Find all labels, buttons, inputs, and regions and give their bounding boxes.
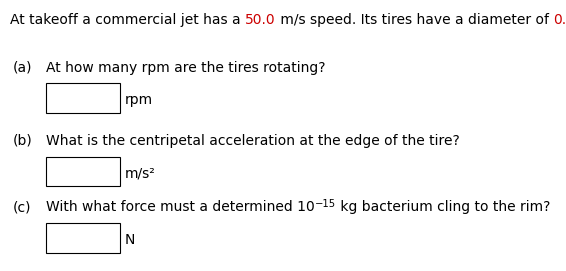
Text: kg bacterium cling to the rim?: kg bacterium cling to the rim? xyxy=(336,200,551,214)
Text: rpm: rpm xyxy=(125,93,153,107)
Text: With what force must a determined 10: With what force must a determined 10 xyxy=(46,200,315,214)
Text: (c): (c) xyxy=(12,200,31,214)
Text: m/s speed. Its tires have a diameter of: m/s speed. Its tires have a diameter of xyxy=(276,13,553,27)
Text: m/s²: m/s² xyxy=(125,166,155,180)
Text: (b): (b) xyxy=(12,134,32,148)
Text: (a): (a) xyxy=(12,61,32,75)
Text: 50.0: 50.0 xyxy=(245,13,276,27)
Text: N: N xyxy=(125,233,135,247)
Text: At how many rpm are the tires rotating?: At how many rpm are the tires rotating? xyxy=(46,61,326,75)
Text: −15: −15 xyxy=(315,199,336,209)
Text: What is the centripetal acceleration at the edge of the tire?: What is the centripetal acceleration at … xyxy=(46,134,460,148)
Text: 0.700: 0.700 xyxy=(553,13,566,27)
Text: At takeoff a commercial jet has a: At takeoff a commercial jet has a xyxy=(10,13,245,27)
